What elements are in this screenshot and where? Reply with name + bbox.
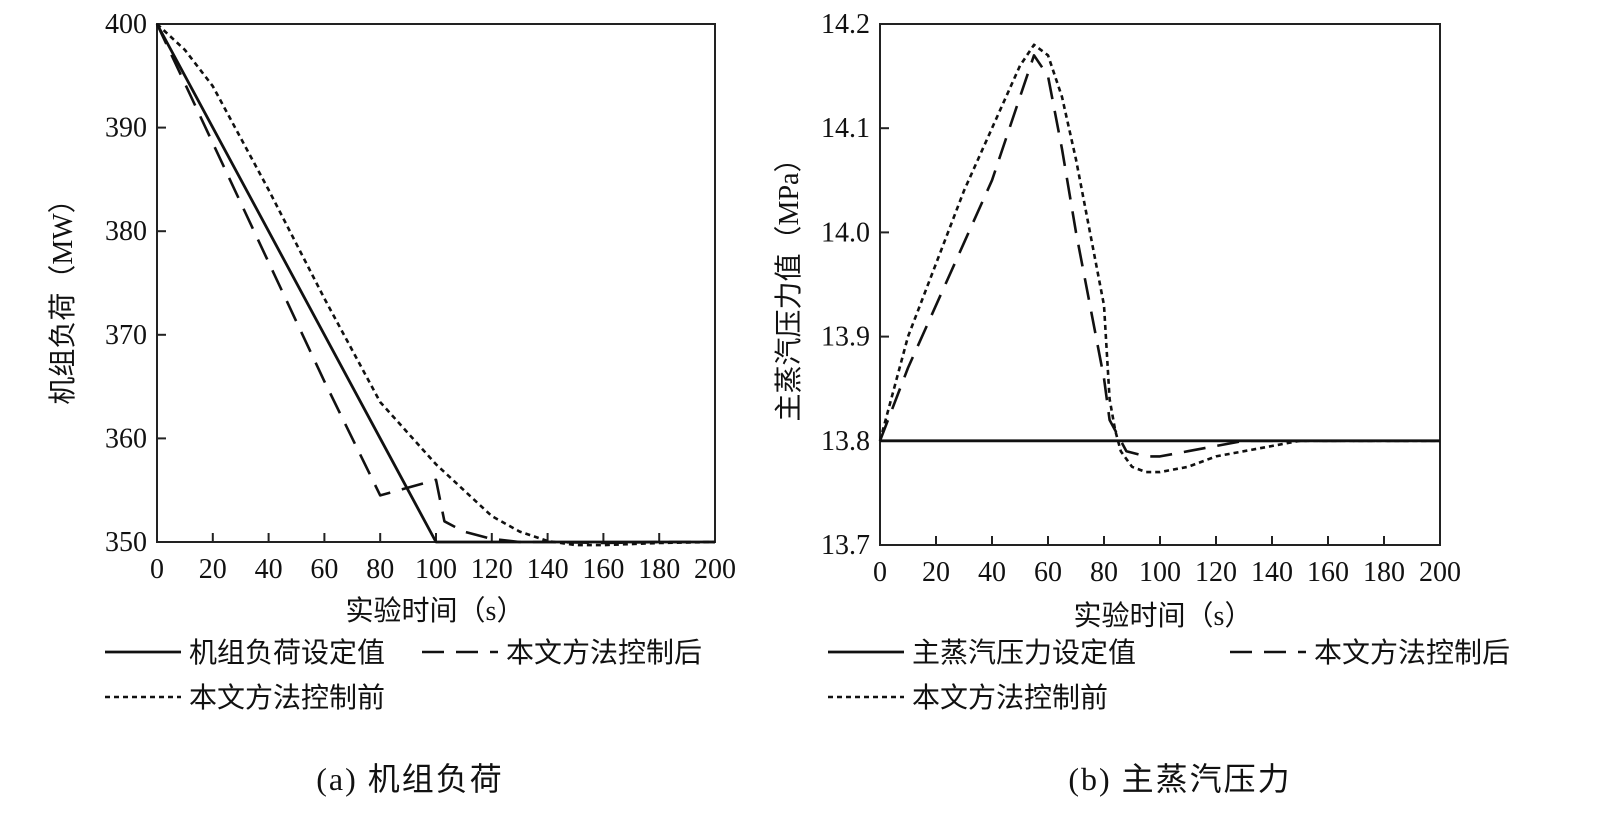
chart-b-x-tick-label: 0 bbox=[873, 557, 887, 588]
chart-a-x-axis: 0 20 40 60 80 100 120 140 160 180 200 bbox=[150, 533, 736, 585]
chart-b-legend-label: 本文方法控制后 bbox=[1314, 637, 1510, 669]
chart-a-y-tick-label: 380 bbox=[105, 216, 147, 247]
chart-b-x-axis-title: 实验时间（s） bbox=[1074, 600, 1253, 632]
chart-a-x-tick-label: 0 bbox=[150, 554, 164, 585]
chart-b-y-axis-title: 主蒸汽压力值（MPa） bbox=[773, 145, 805, 422]
chart-b-x-tick-label: 20 bbox=[922, 557, 950, 588]
chart-a-x-tick-label: 60 bbox=[310, 554, 338, 585]
chart-a-x-tick-label: 200 bbox=[694, 554, 736, 585]
chart-b-y-axis: 13.7 13.8 13.9 14.0 14.1 14.2 bbox=[821, 9, 889, 561]
chart-a-legend-label: 本文方法控制前 bbox=[189, 682, 385, 714]
chart-b-x-tick-label: 40 bbox=[978, 557, 1006, 588]
chart-a-x-tick-label: 180 bbox=[638, 554, 680, 585]
chart-b-x-tick-label: 140 bbox=[1251, 557, 1293, 588]
chart-b-series-dotted-line bbox=[878, 43, 1440, 474]
chart-b-y-tick-label: 13.7 bbox=[821, 530, 870, 561]
chart-b-x-axis: 0 20 40 60 80 100 120 140 160 180 200 bbox=[873, 536, 1461, 588]
chart-a-y-tick-label: 360 bbox=[105, 423, 147, 454]
chart-a-x-tick-label: 80 bbox=[366, 554, 394, 585]
chart-b-y-tick-label: 13.9 bbox=[821, 322, 870, 353]
chart-a-x-tick-label: 100 bbox=[415, 554, 457, 585]
chart-b-caption: (b) 主蒸汽压力 bbox=[1068, 761, 1291, 797]
chart-b-series bbox=[878, 43, 1440, 474]
chart-a-x-tick-label: 140 bbox=[527, 554, 569, 585]
chart-a-y-axis-title: 机组负荷（MW） bbox=[47, 185, 79, 404]
chart-a-y-tick-label: 370 bbox=[105, 320, 147, 351]
chart-a-y-tick-label: 400 bbox=[105, 9, 147, 40]
chart-a-x-axis-title: 实验时间（s） bbox=[346, 595, 525, 627]
chart-b-x-tick-label: 200 bbox=[1419, 557, 1461, 588]
chart-a-legend-label: 机组负荷设定值 bbox=[189, 637, 385, 669]
chart-b-x-tick-label: 80 bbox=[1090, 557, 1118, 588]
chart-a-caption: (a) 机组负荷 bbox=[316, 761, 504, 797]
chart-a-series bbox=[155, 23, 716, 547]
chart-a-load: 350 360 370 380 390 400 0 20 40 60 80 100 120 140 160… bbox=[47, 9, 736, 797]
chart-a-x-tick-label: 40 bbox=[255, 554, 283, 585]
chart-b-y-tick-label: 14.1 bbox=[821, 113, 870, 144]
chart-b-y-tick-label: 14.0 bbox=[821, 217, 870, 248]
chart-a-y-axis: 350 360 370 380 390 400 bbox=[105, 9, 166, 558]
chart-b-pressure: 13.7 13.8 13.9 14.0 14.1 14.2 0 20 40 60 80 100 120… bbox=[773, 9, 1510, 797]
chart-a-y-tick-label: 350 bbox=[105, 527, 147, 558]
chart-b-x-tick-label: 60 bbox=[1034, 557, 1062, 588]
chart-b-x-tick-label: 100 bbox=[1139, 557, 1181, 588]
chart-a-x-tick-label: 120 bbox=[471, 554, 513, 585]
chart-b-x-tick-label: 120 bbox=[1195, 557, 1237, 588]
chart-a-series-dashed-line bbox=[155, 23, 715, 545]
chart-b-series-dashed-line bbox=[878, 53, 1440, 458]
chart-a-legend-label: 本文方法控制后 bbox=[506, 637, 702, 669]
chart-a-y-tick-label: 390 bbox=[105, 113, 147, 144]
chart-a-x-tick-label: 160 bbox=[582, 554, 624, 585]
chart-b-legend-label: 本文方法控制前 bbox=[912, 682, 1108, 714]
chart-a-x-tick-label: 20 bbox=[199, 554, 227, 585]
chart-b-x-tick-label: 180 bbox=[1363, 557, 1405, 588]
chart-b-y-tick-label: 13.8 bbox=[821, 426, 870, 457]
chart-b-legend-label: 主蒸汽压力设定值 bbox=[912, 637, 1136, 669]
chart-b-x-tick-label: 160 bbox=[1307, 557, 1349, 588]
chart-b-y-tick-label: 14.2 bbox=[821, 9, 870, 40]
